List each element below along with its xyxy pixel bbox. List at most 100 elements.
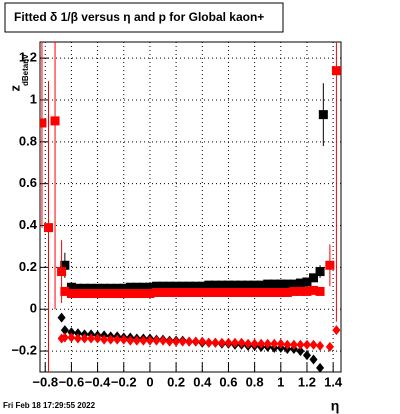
y-tick-label: 0 bbox=[30, 301, 37, 316]
square-marker bbox=[171, 281, 181, 291]
square-marker bbox=[217, 280, 227, 290]
y-tick-label: 0.4 bbox=[19, 217, 38, 232]
square-marker bbox=[223, 287, 233, 297]
square-marker bbox=[276, 287, 286, 297]
square-marker bbox=[315, 286, 325, 296]
x-tick-label: 0.6 bbox=[219, 374, 237, 389]
square-marker bbox=[132, 282, 142, 292]
x-tick-label: 0.4 bbox=[193, 374, 212, 389]
square-marker bbox=[40, 118, 47, 128]
square-marker bbox=[302, 277, 312, 287]
diamond-marker bbox=[316, 340, 325, 351]
square-marker bbox=[132, 289, 142, 299]
y-tick-label: 0.2 bbox=[19, 259, 37, 274]
diamond-marker bbox=[283, 339, 292, 350]
diamond-marker bbox=[106, 334, 115, 345]
square-marker bbox=[295, 278, 305, 288]
square-marker bbox=[151, 281, 161, 291]
diamond-marker bbox=[276, 338, 285, 349]
diamond-marker bbox=[191, 336, 200, 347]
x-tick-label: −0.6 bbox=[59, 374, 85, 389]
square-marker bbox=[309, 273, 319, 283]
diamond-marker bbox=[302, 350, 311, 361]
square-marker bbox=[325, 260, 335, 270]
diamond-marker bbox=[113, 334, 122, 345]
diamond-marker bbox=[296, 339, 305, 350]
square-marker bbox=[112, 283, 122, 293]
y-tick-label: 1.2 bbox=[19, 50, 37, 65]
diamond-marker bbox=[263, 338, 272, 349]
diamond-marker bbox=[67, 332, 76, 343]
x-tick-label: −0.4 bbox=[85, 374, 111, 389]
x-tick-label: −0.2 bbox=[111, 374, 137, 389]
square-marker bbox=[93, 283, 103, 293]
square-marker bbox=[210, 280, 220, 290]
square-marker bbox=[158, 287, 168, 297]
x-tick-label: 0.2 bbox=[167, 374, 185, 389]
diamond-marker bbox=[100, 334, 109, 345]
square-marker bbox=[237, 280, 247, 290]
square-marker bbox=[197, 287, 207, 297]
square-marker bbox=[66, 289, 76, 299]
square-marker bbox=[60, 286, 70, 296]
square-marker bbox=[269, 287, 279, 297]
x-axis-label: η bbox=[331, 398, 340, 414]
diamond-marker bbox=[224, 337, 233, 348]
diamond-marker bbox=[93, 333, 102, 344]
square-marker bbox=[289, 286, 299, 296]
y-tick-label: 0.6 bbox=[19, 175, 37, 190]
diamond-marker bbox=[178, 336, 187, 347]
diamond-marker bbox=[132, 335, 141, 346]
square-marker bbox=[250, 280, 260, 290]
chart-title: Fitted δ 1/β versus η and p for Global k… bbox=[14, 10, 264, 24]
diamond-marker bbox=[165, 336, 174, 347]
square-marker bbox=[119, 283, 129, 293]
diamond-marker bbox=[270, 338, 279, 349]
diamond-marker bbox=[198, 336, 207, 347]
square-marker bbox=[171, 287, 181, 297]
diamond-marker bbox=[309, 354, 318, 365]
x-tick-label: 1.2 bbox=[298, 374, 316, 389]
data-layer bbox=[40, 42, 341, 372]
diamond-marker bbox=[204, 337, 213, 348]
footer: Fri Feb 18 17:29:55 2022 bbox=[3, 401, 96, 410]
square-marker bbox=[263, 287, 273, 297]
square-marker bbox=[243, 280, 253, 290]
square-marker bbox=[119, 289, 129, 299]
square-marker bbox=[99, 289, 109, 299]
square-marker bbox=[86, 289, 96, 299]
diamond-marker bbox=[332, 325, 341, 336]
square-marker bbox=[60, 260, 70, 270]
x-tick-label: 0 bbox=[146, 374, 153, 389]
x-tick-label: 0.8 bbox=[246, 374, 264, 389]
diamond-marker bbox=[60, 325, 69, 336]
square-marker bbox=[57, 267, 67, 277]
square-marker bbox=[158, 281, 168, 291]
square-marker bbox=[318, 110, 328, 120]
square-marker bbox=[106, 283, 116, 293]
square-marker bbox=[184, 281, 194, 291]
square-marker bbox=[66, 282, 76, 292]
x-tick-label: 1 bbox=[277, 374, 284, 389]
square-marker bbox=[256, 287, 266, 297]
square-marker bbox=[138, 282, 148, 292]
diamond-marker bbox=[296, 346, 305, 357]
diamond-marker bbox=[159, 335, 168, 346]
y-tick-label: 0.8 bbox=[19, 133, 37, 148]
square-marker bbox=[223, 280, 233, 290]
y-tick-label: −0.2 bbox=[11, 343, 37, 358]
square-marker bbox=[237, 287, 247, 297]
title-box bbox=[4, 2, 284, 33]
y-label-group: z dBetanv bbox=[7, 54, 30, 92]
y-tick-label: 1 bbox=[30, 91, 37, 106]
diamond-marker bbox=[302, 339, 311, 350]
square-marker bbox=[125, 289, 135, 299]
square-marker bbox=[138, 289, 148, 299]
square-marker bbox=[165, 281, 175, 291]
square-marker bbox=[86, 283, 96, 293]
square-marker bbox=[178, 281, 188, 291]
square-marker bbox=[302, 286, 312, 296]
diamond-marker bbox=[145, 335, 154, 346]
square-marker bbox=[309, 285, 319, 295]
